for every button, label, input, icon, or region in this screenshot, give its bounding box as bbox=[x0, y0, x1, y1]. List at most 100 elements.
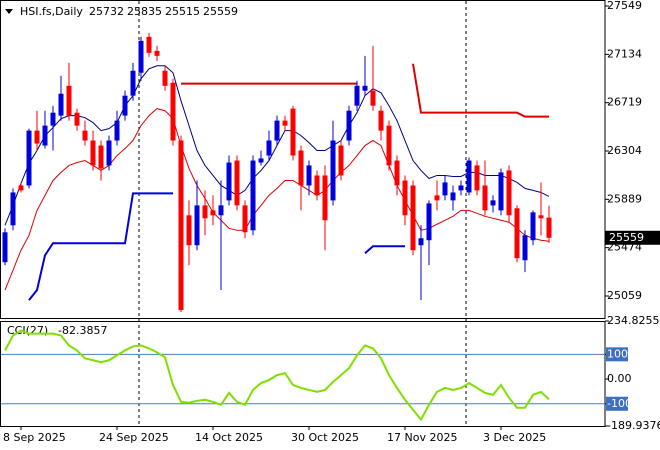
candle-body bbox=[482, 185, 488, 211]
header-open: 25732 bbox=[89, 5, 124, 18]
cci-line bbox=[4, 329, 550, 422]
candle-body bbox=[58, 93, 64, 116]
candle-body bbox=[402, 180, 408, 216]
symbol-title: HSI.fs,Daily bbox=[20, 5, 83, 18]
candle-body bbox=[42, 125, 48, 146]
x-tick-label: 8 Sep 2025 bbox=[3, 431, 66, 444]
candle-body bbox=[410, 185, 416, 251]
candle-body bbox=[362, 85, 368, 91]
candle-body bbox=[522, 235, 528, 261]
candle-body bbox=[514, 208, 520, 259]
candle-body bbox=[218, 205, 224, 216]
x-tick-label: 24 Sep 2025 bbox=[99, 431, 169, 444]
y-tick-label: 0.00 bbox=[607, 372, 632, 385]
candle-body bbox=[130, 70, 136, 96]
candle-body bbox=[90, 140, 96, 166]
candle-body bbox=[386, 125, 392, 166]
candle-body bbox=[242, 205, 248, 233]
candle-body bbox=[234, 160, 240, 206]
y-tick-label: 26719 bbox=[607, 96, 642, 109]
candle-body bbox=[538, 215, 544, 219]
indicator-line bbox=[28, 192, 405, 301]
y-tick-label: 27549 bbox=[607, 0, 642, 12]
candle-body bbox=[450, 192, 456, 201]
cci-value: -82.3857 bbox=[58, 324, 107, 337]
candle-body bbox=[290, 108, 296, 156]
level-label-box bbox=[606, 396, 628, 411]
current-price-label: 25559 bbox=[609, 231, 644, 244]
header-high: 25835 bbox=[127, 5, 162, 18]
candle-body bbox=[418, 238, 424, 246]
candle-body bbox=[226, 162, 232, 201]
y-tick-label: -100 bbox=[607, 397, 632, 410]
candle-body bbox=[258, 158, 264, 163]
candle-body bbox=[74, 112, 80, 126]
candle-body bbox=[186, 215, 192, 246]
y-tick-label: 27134 bbox=[607, 47, 642, 60]
level-label-box bbox=[606, 347, 628, 362]
candle-body bbox=[202, 205, 208, 219]
candle-body bbox=[266, 140, 272, 156]
candle-body bbox=[282, 120, 288, 126]
candle-body bbox=[498, 172, 504, 211]
candle-body bbox=[82, 130, 88, 141]
candle-body bbox=[474, 165, 480, 191]
candle-body bbox=[170, 82, 176, 141]
y-tick-label: -189.9376 bbox=[607, 419, 660, 432]
candle-body bbox=[458, 185, 464, 191]
candle-body bbox=[138, 40, 144, 73]
candle-body bbox=[2, 232, 8, 263]
current-price-box bbox=[605, 230, 660, 245]
candle-body bbox=[322, 175, 328, 221]
candle-body bbox=[426, 203, 432, 241]
candle-body bbox=[146, 36, 152, 53]
x-tick-label: 17 Nov 2025 bbox=[387, 431, 457, 444]
y-tick-label: 26304 bbox=[607, 144, 642, 157]
candle-body bbox=[298, 150, 304, 186]
x-tick-label: 30 Oct 2025 bbox=[291, 431, 359, 444]
candle-body bbox=[546, 217, 552, 238]
candle-body bbox=[530, 212, 536, 241]
candle-body bbox=[162, 70, 168, 86]
candle-body bbox=[210, 210, 216, 216]
candle-body bbox=[370, 90, 376, 106]
candle-body bbox=[490, 200, 496, 206]
candle-body bbox=[466, 160, 472, 193]
indicator-line bbox=[181, 63, 549, 118]
candle-body bbox=[66, 85, 72, 116]
x-tick-label: 3 Dec 2025 bbox=[483, 431, 546, 444]
y-tick-label: 234.8255 bbox=[607, 314, 660, 327]
candle-body bbox=[122, 95, 128, 116]
y-tick-label: 100 bbox=[607, 347, 628, 360]
candle-body bbox=[338, 145, 344, 176]
candle-body bbox=[434, 195, 440, 201]
candle-body bbox=[98, 145, 104, 169]
x-tick-label: 14 Oct 2025 bbox=[195, 431, 263, 444]
candle-body bbox=[442, 182, 448, 196]
candle-body bbox=[306, 165, 312, 186]
header-low: 25515 bbox=[165, 5, 200, 18]
candle-body bbox=[250, 160, 256, 231]
candle-body bbox=[178, 140, 184, 311]
indicator-line bbox=[4, 108, 550, 291]
candle-body bbox=[34, 130, 40, 144]
candle-body bbox=[354, 85, 360, 106]
candle-body bbox=[10, 192, 16, 226]
y-tick-label: 25889 bbox=[607, 192, 642, 205]
candle-body bbox=[18, 185, 24, 191]
cci-panel bbox=[0, 321, 606, 427]
candle-body bbox=[274, 120, 280, 141]
candle-body bbox=[330, 140, 336, 201]
price-panel bbox=[0, 0, 606, 319]
candle-body bbox=[50, 112, 56, 126]
symbol-arrow bbox=[5, 9, 13, 14]
candle-body bbox=[506, 170, 512, 216]
candle-body bbox=[154, 50, 160, 56]
y-tick-label: 25059 bbox=[607, 289, 642, 302]
indicator-line bbox=[4, 65, 550, 226]
candle-body bbox=[378, 110, 384, 131]
header-close: 25559 bbox=[203, 5, 238, 18]
candle-body bbox=[194, 205, 200, 246]
